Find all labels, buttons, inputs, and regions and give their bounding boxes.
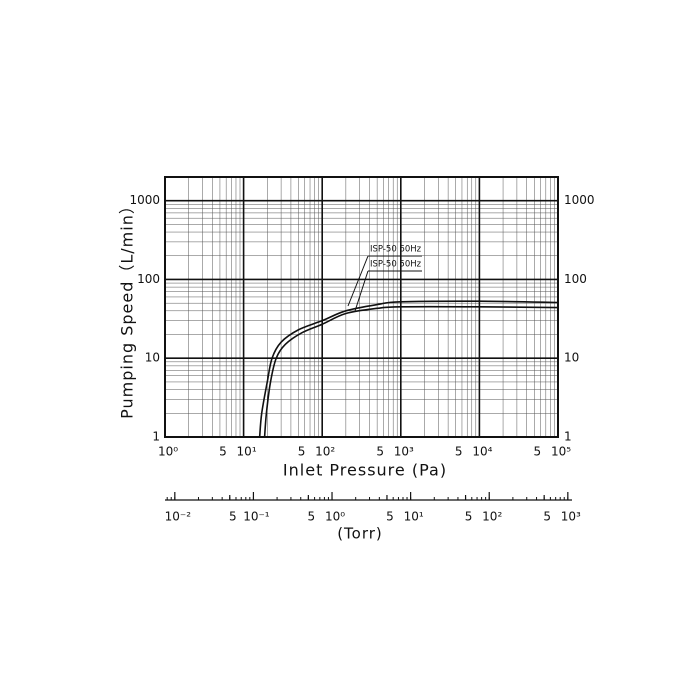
- x2-axis-label: (Torr): [337, 525, 383, 543]
- label-leader: [347, 255, 369, 307]
- x2-tick-label: 10¹: [404, 510, 424, 524]
- y-tick-label: 1000: [129, 193, 160, 207]
- label-leader: [354, 270, 369, 312]
- x-tick-label: 10¹: [237, 445, 257, 459]
- x-tick-label: 10²: [315, 445, 335, 459]
- x2-tick-label: 5: [543, 510, 551, 524]
- x2-tick-label: 5: [465, 510, 473, 524]
- x-tick-label: 5: [455, 445, 463, 459]
- x-tick-label: 5: [298, 445, 306, 459]
- y-tick-label-right: 1000: [564, 193, 595, 207]
- series-line: [258, 300, 559, 438]
- y-tick-label-right: 10: [564, 351, 579, 365]
- x-axis-label: Inlet Pressure (Pa): [283, 461, 447, 480]
- series-line: [263, 305, 559, 438]
- y-axis-label: Pumping Speed（L/min）: [118, 197, 137, 419]
- x2-tick-label: 10³: [561, 510, 581, 524]
- y-tick-label-right: 100: [564, 272, 587, 286]
- y-tick-label: 100: [137, 272, 160, 286]
- x2-tick-label: 5: [308, 510, 316, 524]
- x2-tick-label: 5: [386, 510, 394, 524]
- series-label: ISP-50 60Hz: [370, 245, 422, 255]
- series-label: ISP-50 50Hz: [370, 260, 422, 270]
- x-tick-label: 10⁴: [472, 445, 492, 459]
- y-tick-label: 1: [152, 430, 160, 444]
- x-tick-label: 5: [376, 445, 384, 459]
- x-tick-label: 10³: [394, 445, 414, 459]
- x2-tick-label: 10⁻¹: [243, 510, 270, 524]
- x2-tick-label: 10⁰: [325, 510, 345, 524]
- x2-tick-label: 10⁻²: [165, 510, 192, 524]
- x-tick-label: 5: [219, 445, 227, 459]
- x2-tick-label: 10²: [482, 510, 502, 524]
- y-tick-label: 10: [145, 351, 160, 365]
- y-tick-label-right: 1: [564, 430, 572, 444]
- x-tick-label: 10⁵: [551, 445, 571, 459]
- x-tick-label: 5: [534, 445, 542, 459]
- x-tick-label: 10⁰: [158, 445, 178, 459]
- x2-tick-label: 5: [229, 510, 237, 524]
